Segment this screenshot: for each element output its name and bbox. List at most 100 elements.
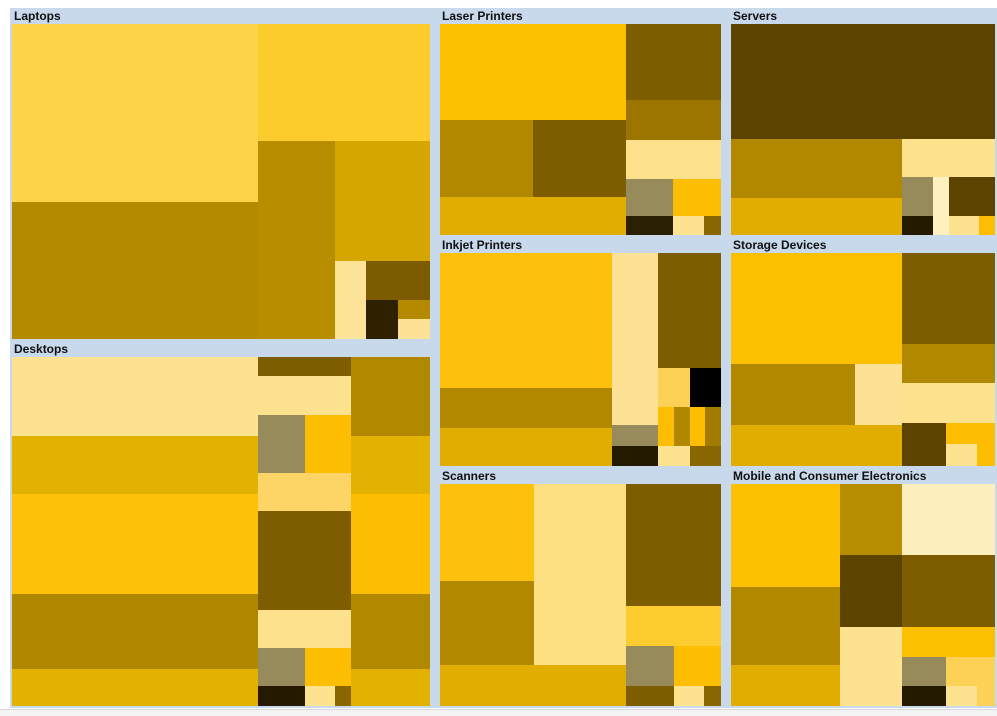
- treemap-cell[interactable]: [902, 253, 995, 344]
- treemap-cell[interactable]: [398, 319, 430, 339]
- treemap-cell[interactable]: [731, 139, 902, 198]
- treemap-cell[interactable]: [946, 657, 995, 686]
- treemap-cell[interactable]: [946, 423, 995, 444]
- treemap-cell[interactable]: [705, 407, 721, 446]
- treemap-cell[interactable]: [902, 177, 933, 216]
- treemap-cell[interactable]: [366, 261, 430, 300]
- treemap-cell[interactable]: [902, 657, 946, 686]
- treemap-cell[interactable]: [12, 202, 258, 339]
- treemap-cell[interactable]: [258, 686, 305, 706]
- treemap-cell[interactable]: [902, 344, 995, 383]
- treemap-cell[interactable]: [305, 686, 335, 706]
- treemap-cell[interactable]: [977, 686, 995, 706]
- treemap-cell[interactable]: [351, 436, 430, 494]
- treemap-cell[interactable]: [440, 428, 612, 466]
- treemap-cell[interactable]: [902, 484, 995, 555]
- group-inkjet-printers[interactable]: Inkjet Printers: [438, 237, 723, 468]
- treemap-cell[interactable]: [612, 446, 658, 466]
- treemap-cell[interactable]: [840, 627, 902, 706]
- group-servers[interactable]: Servers: [729, 8, 997, 237]
- treemap-cell[interactable]: [305, 648, 351, 686]
- treemap-cell[interactable]: [534, 484, 626, 665]
- treemap-cell[interactable]: [731, 587, 840, 665]
- treemap-cell[interactable]: [949, 177, 995, 216]
- treemap-cell[interactable]: [690, 368, 721, 407]
- treemap-cell[interactable]: [626, 140, 721, 179]
- treemap-cell[interactable]: [902, 216, 933, 235]
- treemap-cell[interactable]: [258, 511, 351, 610]
- treemap-cell[interactable]: [626, 100, 721, 140]
- treemap-cell[interactable]: [902, 686, 946, 706]
- treemap-cell[interactable]: [305, 415, 351, 473]
- treemap-cell[interactable]: [335, 261, 366, 339]
- treemap-cell[interactable]: [12, 594, 258, 669]
- treemap-cell[interactable]: [933, 177, 949, 235]
- treemap-cell[interactable]: [902, 423, 946, 466]
- treemap-cell[interactable]: [440, 120, 533, 197]
- treemap-cell[interactable]: [731, 484, 840, 587]
- treemap-cell[interactable]: [440, 581, 534, 665]
- treemap-cell[interactable]: [258, 610, 351, 648]
- treemap-cell[interactable]: [946, 686, 977, 706]
- treemap-cell[interactable]: [626, 606, 721, 646]
- treemap-cell[interactable]: [351, 594, 430, 669]
- treemap-cell[interactable]: [258, 648, 305, 686]
- treemap-cell[interactable]: [258, 376, 351, 415]
- treemap-cell[interactable]: [258, 473, 351, 511]
- treemap-cell[interactable]: [440, 253, 612, 388]
- treemap-cell[interactable]: [626, 179, 673, 216]
- group-laptops[interactable]: Laptops: [10, 8, 432, 341]
- treemap-cell[interactable]: [398, 300, 430, 319]
- treemap-cell[interactable]: [12, 669, 258, 706]
- treemap-cell[interactable]: [902, 139, 995, 177]
- treemap-cell[interactable]: [902, 383, 995, 423]
- treemap-cell[interactable]: [351, 357, 430, 436]
- treemap-cell[interactable]: [949, 216, 979, 235]
- treemap-cell[interactable]: [977, 444, 995, 466]
- group-laser-printers[interactable]: Laser Printers: [438, 8, 723, 237]
- treemap-cell[interactable]: [673, 179, 721, 216]
- treemap-cell[interactable]: [258, 415, 305, 473]
- treemap-cell[interactable]: [731, 364, 855, 425]
- treemap-cell[interactable]: [731, 198, 902, 235]
- treemap-cell[interactable]: [12, 436, 258, 494]
- treemap-cell[interactable]: [12, 494, 258, 594]
- treemap-cell[interactable]: [440, 665, 626, 706]
- treemap-cell[interactable]: [658, 368, 690, 407]
- treemap-cell[interactable]: [12, 24, 258, 202]
- treemap-cell[interactable]: [731, 253, 902, 364]
- treemap-cell[interactable]: [731, 665, 840, 706]
- treemap-cell[interactable]: [658, 253, 721, 368]
- treemap-cell[interactable]: [626, 646, 674, 686]
- treemap-cell[interactable]: [673, 216, 704, 235]
- treemap-cell[interactable]: [674, 646, 721, 686]
- treemap-cell[interactable]: [731, 425, 902, 466]
- treemap-cell[interactable]: [335, 686, 351, 706]
- treemap-cell[interactable]: [946, 444, 977, 466]
- group-desktops[interactable]: Desktops: [10, 341, 432, 708]
- treemap-cell[interactable]: [440, 484, 534, 581]
- group-scanners[interactable]: Scanners: [438, 468, 723, 708]
- treemap-cell[interactable]: [902, 555, 995, 627]
- treemap-cell[interactable]: [258, 24, 430, 141]
- treemap-cell[interactable]: [440, 197, 626, 235]
- treemap-cell[interactable]: [731, 24, 995, 139]
- treemap-cell[interactable]: [855, 364, 902, 425]
- treemap-cell[interactable]: [704, 216, 721, 235]
- treemap-cell[interactable]: [626, 24, 721, 100]
- treemap-cell[interactable]: [690, 407, 705, 446]
- treemap-cell[interactable]: [440, 388, 612, 428]
- treemap-cell[interactable]: [612, 253, 658, 425]
- treemap-cell[interactable]: [366, 300, 398, 339]
- treemap-cell[interactable]: [258, 357, 351, 376]
- treemap-cell[interactable]: [658, 407, 674, 446]
- treemap-cell[interactable]: [612, 425, 658, 446]
- treemap-cell[interactable]: [440, 24, 626, 120]
- treemap-cell[interactable]: [258, 141, 335, 339]
- treemap-cell[interactable]: [658, 446, 690, 466]
- treemap-cell[interactable]: [840, 555, 902, 627]
- treemap-cell[interactable]: [626, 686, 674, 706]
- treemap-cell[interactable]: [351, 494, 430, 594]
- treemap-cell[interactable]: [704, 686, 721, 706]
- treemap-cell[interactable]: [335, 141, 430, 261]
